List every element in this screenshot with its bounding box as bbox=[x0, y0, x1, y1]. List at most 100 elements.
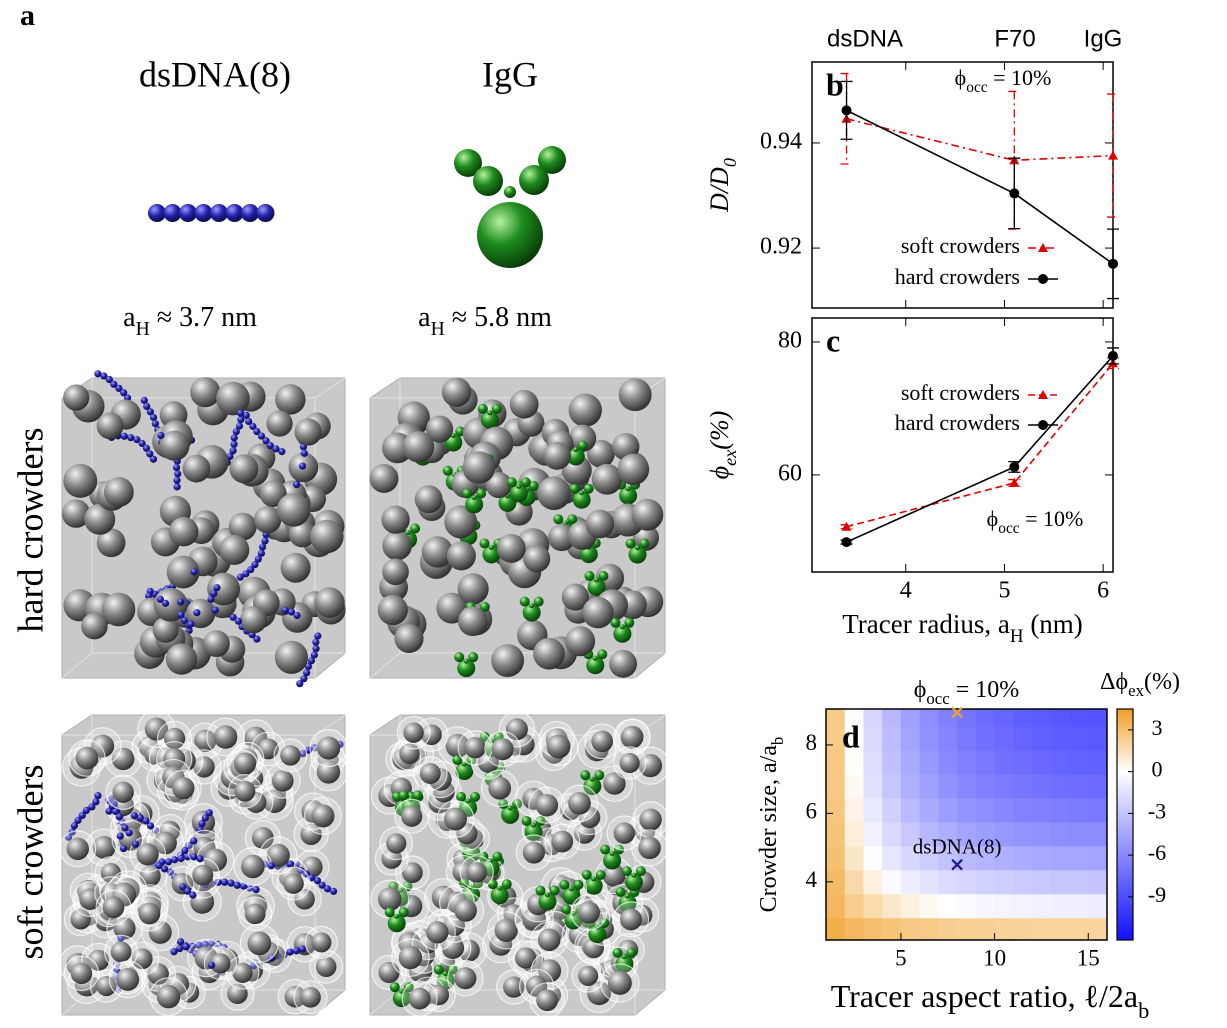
dna-bead bbox=[94, 370, 101, 377]
panel-label: b bbox=[826, 66, 844, 102]
dna-bead bbox=[293, 947, 300, 954]
crowder bbox=[533, 638, 565, 670]
dna-bead bbox=[308, 657, 315, 664]
colorbar-tick-label: -3 bbox=[1148, 798, 1166, 823]
igg-sphere bbox=[578, 441, 588, 451]
crowder bbox=[97, 412, 124, 439]
dna-bead bbox=[181, 847, 188, 854]
colorbar-label: Δϕex(%) bbox=[1100, 669, 1180, 701]
crowder bbox=[370, 464, 399, 493]
igg-sphere bbox=[636, 866, 646, 876]
igg-sphere bbox=[573, 447, 578, 452]
plot-frame bbox=[812, 318, 1113, 572]
dna-bead bbox=[208, 962, 215, 969]
crowder bbox=[382, 531, 412, 561]
heat-cell bbox=[863, 870, 882, 894]
crowder bbox=[219, 535, 249, 565]
igg-sphere bbox=[394, 914, 399, 919]
heat-cell bbox=[1088, 894, 1107, 918]
marker bbox=[842, 537, 852, 547]
colorbar-label-text: Δϕ bbox=[1100, 669, 1128, 695]
crowder bbox=[569, 393, 602, 426]
igg-sphere bbox=[534, 597, 544, 607]
crowder bbox=[311, 804, 334, 827]
crowder bbox=[399, 946, 422, 969]
dna-bead bbox=[242, 570, 249, 577]
igg-sphere bbox=[477, 202, 543, 268]
panel-label: c bbox=[826, 322, 840, 358]
colorbar-tick-label: -6 bbox=[1148, 840, 1166, 865]
dna-bead bbox=[231, 441, 238, 448]
crowder bbox=[203, 630, 230, 657]
crowder bbox=[394, 624, 423, 653]
igg-sphere bbox=[616, 887, 626, 897]
marker bbox=[1108, 259, 1118, 269]
dna-bead bbox=[196, 855, 203, 862]
crowder bbox=[275, 384, 305, 414]
heat-cell bbox=[1088, 702, 1107, 726]
igg-sphere bbox=[631, 873, 636, 878]
heat-cell bbox=[1088, 918, 1107, 942]
heat-cell bbox=[863, 774, 882, 798]
dna-bead bbox=[213, 584, 220, 591]
heat-cell bbox=[1051, 870, 1070, 894]
igg-sphere bbox=[478, 404, 488, 414]
crowder bbox=[63, 384, 89, 410]
dna-bead bbox=[189, 892, 196, 899]
heat-cell bbox=[1032, 822, 1051, 846]
colorbar-label-sub: ex bbox=[1128, 681, 1144, 700]
crowder bbox=[403, 723, 423, 743]
crowder bbox=[317, 736, 340, 759]
dna-bead bbox=[83, 807, 90, 814]
heat-cell bbox=[882, 822, 901, 846]
heat-cell bbox=[1070, 846, 1089, 870]
crowder bbox=[543, 442, 571, 470]
dna-bead bbox=[179, 204, 197, 222]
dna-bead bbox=[148, 204, 166, 222]
crowder bbox=[488, 777, 511, 800]
y-tick-label: 60 bbox=[778, 460, 802, 486]
igg-sphere bbox=[598, 571, 608, 581]
dna-bead bbox=[177, 611, 184, 618]
crowder bbox=[272, 770, 294, 792]
crowder bbox=[71, 963, 92, 984]
crowder bbox=[401, 806, 422, 827]
crowder bbox=[116, 968, 139, 991]
crowder bbox=[537, 476, 571, 510]
heat-cell bbox=[1013, 822, 1032, 846]
row-label: hard crowders bbox=[10, 428, 50, 633]
dna-bead bbox=[312, 639, 319, 646]
dna-bead bbox=[195, 204, 213, 222]
heat-cell bbox=[863, 822, 882, 846]
igg-sphere bbox=[443, 466, 453, 476]
dna-bead bbox=[162, 600, 169, 607]
igg-sphere bbox=[624, 618, 634, 628]
heat-cell bbox=[976, 774, 995, 798]
y-axis-label-text: ϕ bbox=[705, 466, 734, 479]
crowder bbox=[157, 985, 180, 1008]
crowder bbox=[444, 808, 467, 831]
heat-cell bbox=[976, 702, 995, 726]
igg-sphere bbox=[413, 790, 423, 800]
dna-bead bbox=[293, 612, 300, 619]
crowder bbox=[241, 855, 265, 879]
igg-sphere bbox=[584, 571, 594, 581]
igg-sphere bbox=[497, 886, 502, 891]
dna-bead bbox=[330, 888, 337, 895]
dna-bead bbox=[143, 817, 150, 824]
x-tick-label: 4 bbox=[900, 578, 912, 604]
crowder bbox=[67, 838, 89, 860]
heat-cell bbox=[882, 870, 901, 894]
panel: 4566080cϕex(%)Tracer radius, aH (nm)ϕocc… bbox=[705, 318, 1119, 647]
heat-cell bbox=[1070, 702, 1089, 726]
top-label: IgG bbox=[1084, 25, 1123, 52]
dna-bead bbox=[173, 464, 180, 471]
igg-sphere bbox=[385, 907, 395, 917]
crowder bbox=[104, 477, 134, 507]
crowder bbox=[63, 464, 97, 498]
dna-bead bbox=[190, 837, 197, 844]
crowder bbox=[275, 641, 308, 674]
y-tick-label: 8 bbox=[806, 730, 818, 755]
dna-bead bbox=[164, 204, 182, 222]
heat-cell bbox=[1032, 846, 1051, 870]
